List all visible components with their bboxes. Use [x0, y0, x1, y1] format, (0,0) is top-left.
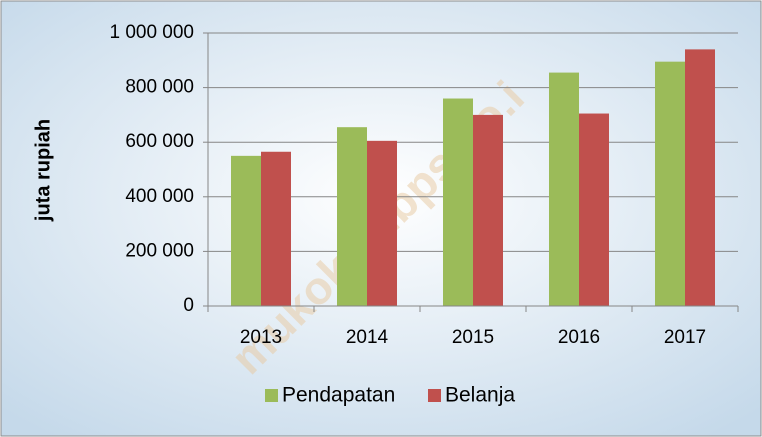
bar — [231, 155, 261, 306]
bar — [261, 151, 291, 306]
legend-label: Belanja — [445, 384, 515, 407]
x-tick-label: 2017 — [664, 327, 706, 348]
y-axis-title: juta rupiah — [32, 119, 54, 222]
bar — [579, 113, 609, 306]
x-tick-label: 2014 — [346, 327, 389, 348]
y-tick-label: 0 — [183, 295, 194, 316]
x-tick-label: 2015 — [452, 327, 494, 348]
y-tick-label: 800 000 — [125, 77, 194, 98]
bar — [473, 114, 503, 307]
bar — [443, 98, 473, 307]
y-tick-label: 600 000 — [125, 131, 194, 152]
legend-swatch — [265, 389, 278, 402]
x-tick-label: 2016 — [558, 327, 600, 348]
y-tick-label: 400 000 — [125, 186, 194, 207]
bar — [549, 72, 579, 307]
bar — [655, 61, 685, 306]
bar — [685, 49, 715, 306]
bar — [337, 127, 367, 306]
bar — [367, 140, 397, 306]
y-tick-label: 200 000 — [125, 240, 194, 261]
x-tick-label: 2013 — [240, 327, 282, 348]
legend-label: Pendapatan — [282, 384, 395, 407]
y-tick-label: 1 000 000 — [109, 22, 194, 43]
legend-swatch — [428, 389, 441, 402]
